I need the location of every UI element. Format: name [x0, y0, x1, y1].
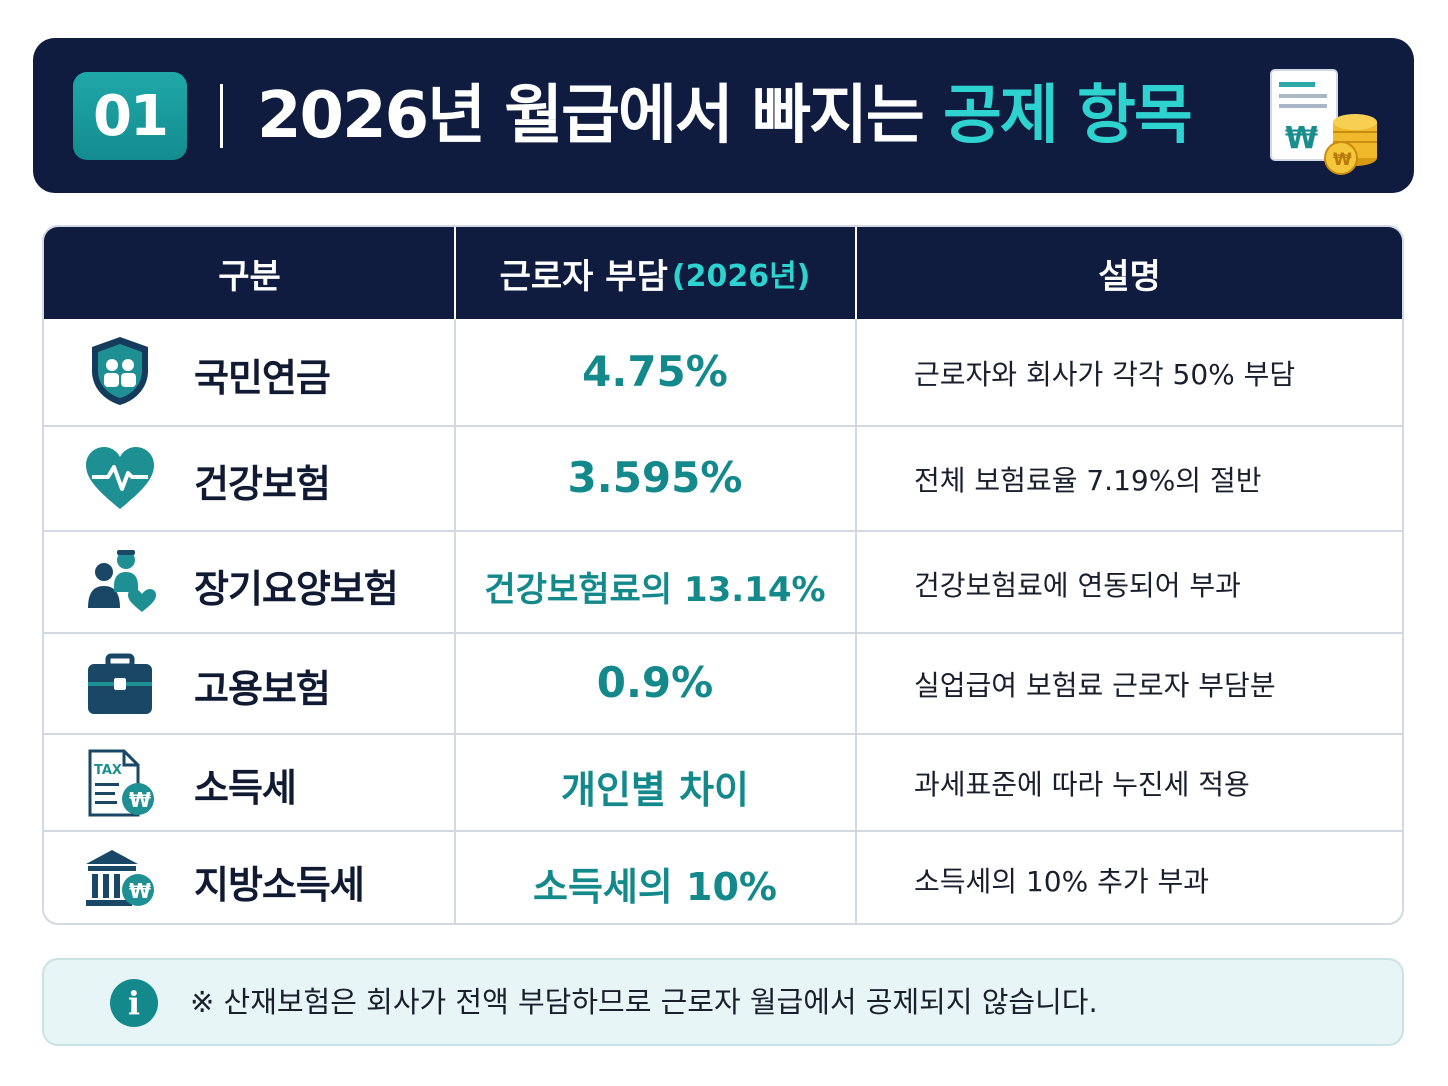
column-header-burden-year: (2026년)	[671, 259, 811, 294]
table-row: 고용보험 0.9% 실업급여 보험료 근로자 부담분	[44, 632, 1402, 733]
table-row: 장기요양보험 건강보험료의 13.14% 건강보험료에 연동되어 부과	[44, 530, 1402, 632]
row-rate: 3.595%	[567, 453, 743, 502]
svg-text:₩: ₩	[1333, 150, 1352, 170]
column-divider	[855, 319, 857, 923]
row-description: 근로자와 회사가 각각 50% 부담	[914, 358, 1296, 391]
row-name: 국민연금	[194, 356, 331, 400]
note-text: ※ 산재보험은 회사가 전액 부담하므로 근로자 월급에서 공제되지 않습니다.	[190, 985, 1098, 1019]
column-header-burden: 근로자 부담 (2026년)	[455, 227, 855, 319]
column-header-burden-label: 근로자 부담	[499, 256, 668, 297]
header-banner: 01 2026년 월급에서 빠지는 공제 항목 ₩ ₩	[33, 38, 1414, 193]
column-header-category: 구분	[218, 256, 281, 297]
title-main: 2026년 월급에서 빠지는	[257, 79, 944, 153]
row-rate: 개인별 차이	[560, 768, 750, 812]
briefcase-icon	[88, 653, 152, 714]
svg-text:₩: ₩	[129, 879, 151, 903]
row-description: 전체 보험료율 7.19%의 절반	[914, 464, 1262, 497]
shield-people-icon	[92, 337, 148, 405]
svg-text:₩: ₩	[1285, 121, 1318, 156]
column-divider	[855, 227, 857, 319]
row-description: 과세표준에 따라 누진세 적용	[914, 768, 1250, 801]
svg-text:₩: ₩	[129, 788, 151, 812]
government-building-icon: ₩	[86, 850, 154, 906]
column-divider	[454, 319, 456, 923]
row-name: 건강보험	[194, 462, 331, 506]
document-won-coins-icon: ₩ ₩	[1270, 69, 1377, 175]
page-title: 2026년 월급에서 빠지는 공제 항목	[257, 76, 1193, 156]
deduction-table: 구분 근로자 부담 (2026년) 설명 국민연금 4.75% 근로자와 회사가 …	[42, 225, 1404, 925]
table-header: 구분 근로자 부담 (2026년) 설명	[44, 227, 1402, 319]
table-row: 건강보험 3.595% 전체 보험료율 7.19%의 절반	[44, 425, 1402, 530]
column-divider	[454, 227, 456, 319]
table-row: TAX ₩ 소득세 개인별 차이 과세표준에 따라 누진세 적용	[44, 733, 1402, 830]
table-row: 국민연금 4.75% 근로자와 회사가 각각 50% 부담	[44, 319, 1402, 425]
row-name: 장기요양보험	[194, 567, 399, 611]
row-description: 실업급여 보험료 근로자 부담분	[914, 669, 1276, 702]
info-note: i ※ 산재보험은 회사가 전액 부담하므로 근로자 월급에서 공제되지 않습니…	[42, 958, 1404, 1046]
row-name: 고용보험	[194, 667, 331, 711]
title-accent: 공제 항목	[943, 79, 1193, 153]
header-divider	[220, 84, 223, 148]
heart-pulse-icon	[86, 447, 154, 509]
tax-label: TAX	[94, 763, 122, 778]
tax-document-icon: TAX ₩	[88, 749, 154, 817]
row-rate: 0.9%	[596, 658, 714, 707]
row-rate: 건강보험료의 13.14%	[484, 570, 826, 610]
row-description: 소득세의 10% 추가 부과	[914, 865, 1210, 898]
column-header-description: 설명	[1098, 256, 1161, 297]
caregiver-heart-icon	[88, 550, 156, 612]
table-row: ₩ 지방소득세 소득세의 10% 소득세의 10% 추가 부과	[44, 830, 1402, 923]
row-name: 소득세	[194, 766, 297, 810]
row-rate: 소득세의 10%	[532, 865, 778, 909]
row-description: 건강보험료에 연동되어 부과	[914, 569, 1241, 602]
info-icon: i	[110, 979, 158, 1027]
section-number-badge: 01	[73, 72, 187, 160]
row-rate: 4.75%	[582, 347, 728, 396]
row-name: 지방소득세	[194, 863, 365, 907]
